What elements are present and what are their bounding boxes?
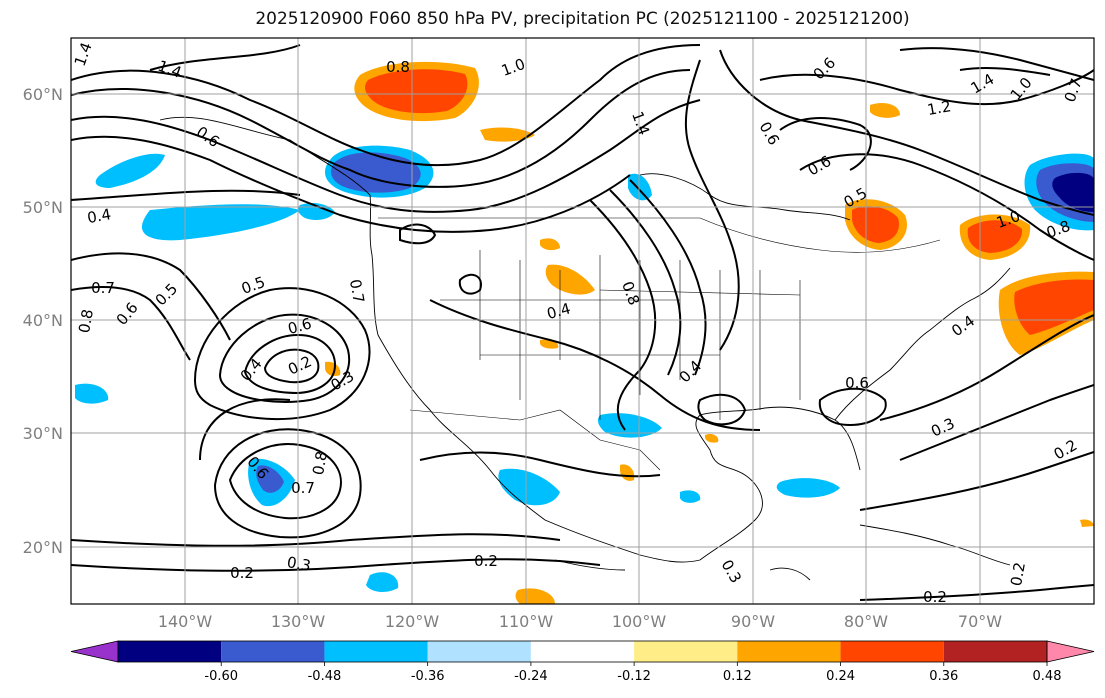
colorbar-swatch xyxy=(427,641,531,662)
colorbar-tick-label: -0.60 xyxy=(204,669,238,684)
lat-tick-40n: 40°N xyxy=(23,311,63,330)
colorbar-tick-label: -0.48 xyxy=(308,669,342,684)
lat-tick-30n: 30°N xyxy=(23,424,63,443)
svg-text:0.8: 0.8 xyxy=(386,58,410,76)
colorbar-tick-label: 0.36 xyxy=(929,669,958,684)
lon-tick-130w: 130°W xyxy=(271,612,326,631)
lon-tick-110w: 110°W xyxy=(499,612,554,631)
precip-shading xyxy=(75,61,1094,604)
colorbar-swatch xyxy=(530,641,635,662)
colorbar-swatch xyxy=(943,641,1047,662)
svg-text:0.7: 0.7 xyxy=(346,278,368,305)
svg-text:0.8: 0.8 xyxy=(309,450,331,477)
svg-text:0.6: 0.6 xyxy=(286,314,314,338)
svg-text:0.7: 0.7 xyxy=(291,479,315,497)
colorbar-swatch xyxy=(221,641,325,662)
svg-text:1.2: 1.2 xyxy=(926,97,953,119)
colorbar-swatch xyxy=(840,641,944,662)
colorbar-extend-high xyxy=(1046,640,1095,663)
svg-text:0.2: 0.2 xyxy=(1007,561,1029,588)
svg-text:0.4: 0.4 xyxy=(86,205,113,227)
colorbar-swatch xyxy=(118,641,222,662)
svg-text:0.7: 0.7 xyxy=(91,279,115,297)
lon-tick-100w: 100°W xyxy=(612,612,667,631)
lon-tick-120w: 120°W xyxy=(385,612,440,631)
svg-text:0.2: 0.2 xyxy=(474,552,498,570)
svg-text:0.4: 0.4 xyxy=(545,299,573,323)
colorbar-tick-label: -0.36 xyxy=(411,669,445,684)
longitude-tick-labels: 140°W 130°W 120°W 110°W 100°W 90°W 80°W … xyxy=(158,612,1002,631)
lat-tick-50n: 50°N xyxy=(23,198,63,217)
lat-tick-20n: 20°N xyxy=(23,538,63,557)
colorbar-tick-label: 0.48 xyxy=(1033,669,1062,684)
colorbar-swatch xyxy=(737,641,841,662)
lon-tick-90w: 90°W xyxy=(731,612,775,631)
graticule xyxy=(71,38,1094,604)
svg-text:0.6: 0.6 xyxy=(845,374,869,392)
colorbar-swatch xyxy=(634,641,738,662)
map-frame xyxy=(70,37,1095,605)
lat-tick-60n: 60°N xyxy=(23,85,63,104)
colorbar-tick-label: -0.12 xyxy=(617,669,651,684)
lon-tick-80w: 80°W xyxy=(844,612,888,631)
colorbar-extend-low xyxy=(70,640,119,663)
lon-tick-140w: 140°W xyxy=(158,612,213,631)
svg-text:0.3: 0.3 xyxy=(286,553,313,575)
colorbar-tick-label: -0.24 xyxy=(514,669,548,684)
svg-text:0.2: 0.2 xyxy=(923,588,947,606)
latitude-tick-labels: 60°N 50°N 40°N 30°N 20°N xyxy=(23,85,63,557)
map-title: 2025120900 F060 850 hPa PV, precipitatio… xyxy=(255,9,910,29)
colorbar: -0.60 -0.48 -0.36 -0.24 -0.12 0.12 0.24 0.36 0.4… xyxy=(70,640,1095,684)
colorbar-tick-label: 0.12 xyxy=(723,669,752,684)
colorbar-tick-label: 0.24 xyxy=(826,669,855,684)
colorbar-outline xyxy=(117,640,1048,663)
pv-contours xyxy=(71,44,1094,601)
svg-text:0.8: 0.8 xyxy=(75,308,97,335)
svg-text:0.2: 0.2 xyxy=(230,564,254,582)
map-background xyxy=(71,38,1094,604)
colorbar-swatch xyxy=(324,641,428,662)
lon-tick-70w: 70°W xyxy=(958,612,1002,631)
